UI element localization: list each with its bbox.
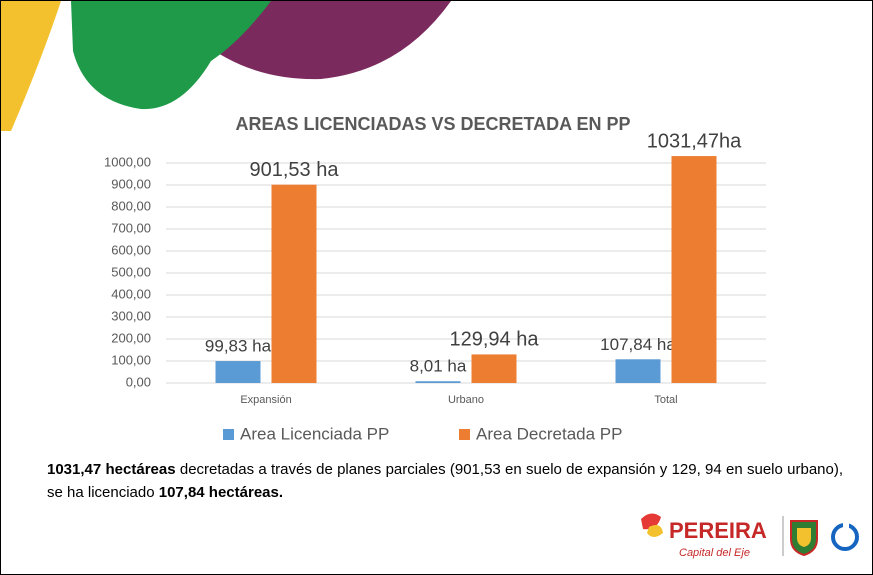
value-label: 99,83 ha	[205, 337, 272, 356]
y-tick-label: 0,00	[126, 374, 151, 389]
bar	[615, 359, 661, 383]
legend-label: Area Decretada PP	[476, 424, 622, 443]
y-tick-label: 200,00	[111, 330, 151, 345]
value-label: 107,84 ha	[600, 335, 676, 354]
logo-name: PEREIRA	[669, 518, 767, 543]
y-tick-label: 500,00	[111, 264, 151, 279]
y-tick-label: 800,00	[111, 198, 151, 213]
legend-swatch	[223, 429, 234, 440]
logo-tagline: Capital del Eje	[679, 547, 750, 559]
x-tick-label: Expansión	[240, 394, 291, 406]
x-tick-label: Urbano	[448, 394, 484, 406]
y-tick-label: 100,00	[111, 352, 151, 367]
bar	[215, 361, 261, 383]
value-label: 8,01 ha	[410, 357, 467, 376]
y-tick-label: 700,00	[111, 220, 151, 235]
body-text: decretadas a través de planes parciales …	[47, 461, 844, 501]
legend-label: Area Licenciada PP	[240, 424, 389, 443]
bold-text: 107,84 hectáreas.	[158, 484, 284, 501]
y-tick-label: 400,00	[111, 286, 151, 301]
y-tick-label: 600,00	[111, 242, 151, 257]
bar	[471, 354, 517, 383]
legend-swatch	[459, 429, 470, 440]
decoration	[1, 1, 451, 131]
value-label: 901,53 ha	[250, 159, 340, 181]
bar	[671, 156, 717, 383]
bold-text: 1031,47 hectáreas	[47, 461, 176, 478]
value-label: 129,94 ha	[450, 329, 540, 351]
y-tick-label: 900,00	[111, 176, 151, 191]
bar	[271, 184, 317, 383]
logo: PEREIRA Capital del Eje	[641, 513, 859, 559]
summary-text: 1031,47 hectáreas decretadas a través de…	[47, 458, 843, 504]
bar	[415, 381, 461, 383]
y-tick-label: 300,00	[111, 308, 151, 323]
value-label: 1031,47ha	[647, 130, 742, 152]
x-tick-label: Total	[654, 394, 677, 406]
y-tick-label: 1000,00	[104, 154, 151, 169]
chart-title: AREAS LICENCIADAS VS DECRETADA EN PP	[235, 114, 630, 134]
